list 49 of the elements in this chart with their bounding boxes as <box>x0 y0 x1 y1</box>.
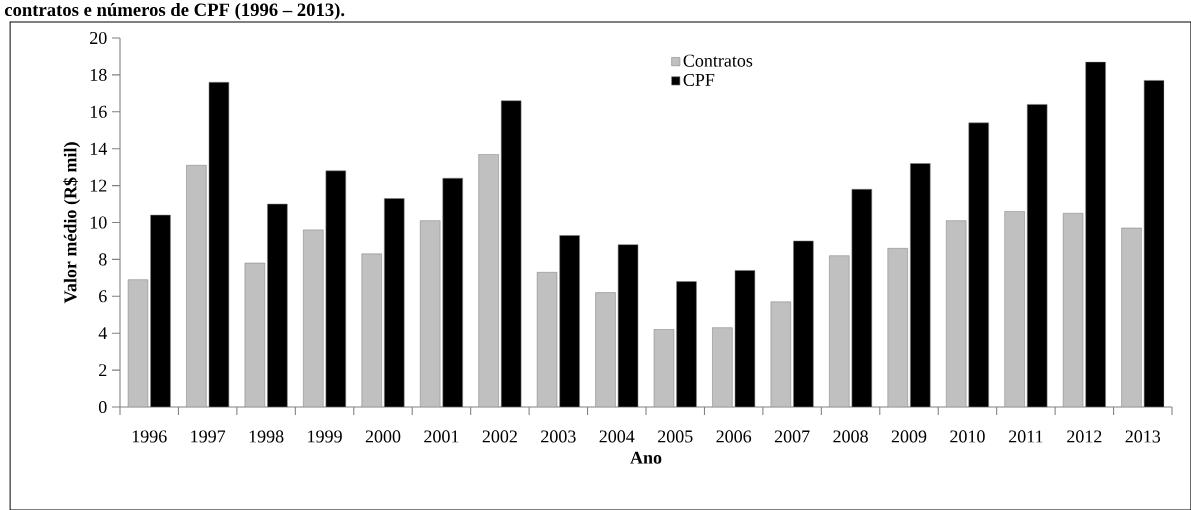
bar <box>1121 227 1142 407</box>
x-axis-title: Ano <box>630 451 662 464</box>
bar <box>419 220 441 407</box>
y-tick-label: 0 <box>98 400 107 414</box>
bar <box>770 301 792 407</box>
y-tick-label: 8 <box>98 253 107 266</box>
y-tick-label: 16 <box>90 105 107 118</box>
x-tick-label: 2007 <box>774 430 810 443</box>
x-tick-label: 2003 <box>541 430 576 443</box>
bar <box>1062 213 1084 407</box>
legend-label: Contratos <box>683 54 753 67</box>
bar <box>887 248 908 407</box>
x-tick-label: 1999 <box>308 430 342 443</box>
bar <box>712 327 733 407</box>
bar <box>361 253 382 407</box>
x-tick-label: 1997 <box>191 430 226 443</box>
bar <box>945 220 967 407</box>
x-tick-label: 2000 <box>365 430 401 443</box>
bar <box>829 255 850 407</box>
bar <box>1004 211 1025 407</box>
bar <box>303 229 324 407</box>
chart-title: contratos e números de CPF (1996 – 2013). <box>4 2 345 20</box>
y-tick-label: 14 <box>90 142 108 155</box>
x-tick-label: 1998 <box>249 430 284 443</box>
x-tick-label: 2002 <box>482 430 517 443</box>
y-tick-label: 6 <box>99 290 107 303</box>
x-tick-label: 2012 <box>1067 430 1102 443</box>
x-tick-label: 2001 <box>424 430 459 443</box>
x-tick-label: 2004 <box>599 430 635 443</box>
y-tick-label: 4 <box>98 327 108 340</box>
y-tick-label: 18 <box>90 68 107 81</box>
bar <box>127 279 149 407</box>
x-tick-label: 2009 <box>891 430 927 443</box>
y-tick-label: 10 <box>90 216 107 229</box>
y-axis-title: Valor médio (R$ mil) <box>63 142 81 304</box>
x-tick-label: 2011 <box>1009 430 1043 443</box>
y-tick-label: 2 <box>99 364 107 377</box>
bar <box>478 153 499 407</box>
x-tick-label: 1996 <box>132 430 167 443</box>
x-tick-label: 2006 <box>716 430 752 443</box>
x-tick-label: 2008 <box>833 430 868 443</box>
y-tick-label: 20 <box>90 31 107 45</box>
bar <box>186 165 207 407</box>
x-tick-label: 2010 <box>950 430 985 443</box>
x-tick-label: 2005 <box>658 430 693 443</box>
y-tick-label: 12 <box>90 179 107 192</box>
x-tick-label: 2013 <box>1125 430 1161 443</box>
bar <box>595 292 616 407</box>
legend-label: CPF <box>683 73 715 86</box>
